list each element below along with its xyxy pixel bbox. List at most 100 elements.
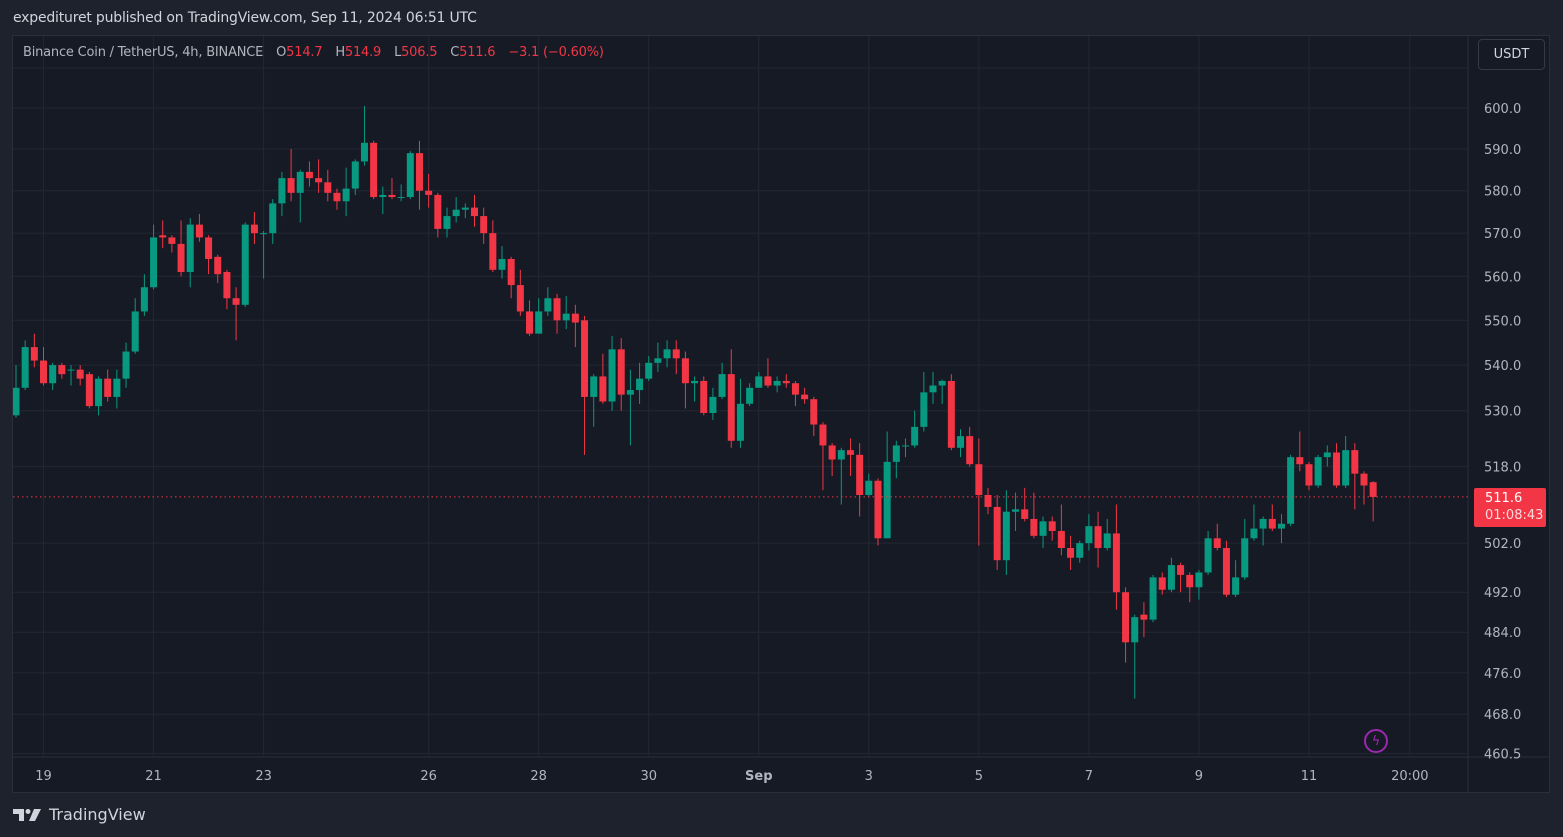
candle-body: [140, 287, 148, 312]
candle: [76, 365, 84, 386]
candle: [95, 376, 103, 416]
candle-body: [1158, 577, 1166, 590]
candle-body: [498, 258, 506, 270]
candle-body: [406, 153, 414, 198]
candle-body: [700, 380, 708, 413]
candle-body: [1140, 614, 1148, 620]
candle: [232, 287, 240, 341]
candle-body: [480, 216, 488, 234]
candle-body: [287, 178, 295, 193]
candle-body: [177, 243, 185, 272]
candle: [324, 169, 332, 202]
candle-body: [305, 171, 313, 179]
candle: [379, 186, 387, 214]
candle: [626, 369, 634, 446]
candle-body: [773, 380, 781, 386]
candle: [1076, 540, 1084, 563]
candle: [1048, 516, 1056, 541]
candle-body: [113, 378, 121, 397]
candle: [140, 274, 148, 316]
candle: [1167, 557, 1175, 593]
candle: [819, 422, 827, 491]
last-price-label: 511.6 01:08:43: [1474, 488, 1546, 527]
candle-body: [819, 424, 827, 446]
candle: [1241, 518, 1249, 580]
candle-body: [159, 235, 167, 238]
time-tick-label: 19: [35, 769, 52, 784]
time-tick-label: 3: [865, 769, 873, 784]
candle: [425, 173, 433, 208]
close-value: 511.6: [459, 45, 496, 60]
candle: [498, 246, 506, 279]
candle: [599, 353, 607, 404]
price-tick-label: 570.0: [1484, 227, 1521, 242]
candle-body: [333, 192, 341, 202]
candle-body: [278, 178, 286, 204]
candle-body: [810, 399, 818, 425]
candle: [205, 235, 213, 275]
candle-body: [626, 390, 634, 395]
candle-body: [892, 445, 900, 462]
candle-body: [608, 349, 616, 402]
candle-body: [507, 258, 515, 286]
candle-body: [718, 374, 726, 397]
candle-body: [1351, 450, 1359, 474]
candle: [489, 220, 497, 272]
candle: [195, 213, 203, 242]
candle-body: [342, 188, 350, 202]
candle: [351, 159, 359, 195]
time-tick-label: 30: [640, 769, 657, 784]
candle-body: [1369, 482, 1377, 497]
candle: [159, 220, 167, 249]
candle-body: [562, 313, 570, 321]
candle-body: [571, 313, 579, 323]
candle-body: [434, 194, 442, 229]
candle-body: [535, 311, 543, 334]
currency-button[interactable]: USDT: [1478, 39, 1545, 70]
candle-body: [920, 392, 928, 427]
time-tick-label: 11: [1301, 769, 1318, 784]
price-tick-label: 590.0: [1484, 143, 1521, 158]
price-axis[interactable]: 600.0 590.0 580.0 570.0 560.0 550.0 540.0 530.0…: [1484, 102, 1521, 763]
candle-body: [1085, 526, 1093, 544]
lightning-icon[interactable]: ϟ: [1364, 729, 1388, 753]
candle: [388, 178, 396, 200]
candle-body: [1186, 574, 1194, 588]
candle: [333, 188, 341, 210]
last-price-value: 511.6: [1485, 491, 1523, 506]
symbol-legend: Binance Coin / TetherUS, 4h, BINANCE O51…: [23, 45, 604, 60]
time-axis[interactable]: 19 21 23 26 28 30 Sep 3 5 7 9 11 20:00: [12, 757, 1468, 793]
candle: [1332, 443, 1340, 488]
candle-body: [1323, 452, 1331, 458]
candle: [846, 438, 854, 477]
candle: [929, 371, 937, 404]
candle: [452, 197, 460, 223]
candle: [113, 369, 121, 409]
candle: [131, 298, 139, 354]
candle-body: [1213, 538, 1221, 548]
candle-body: [1057, 531, 1065, 548]
candle: [122, 342, 130, 388]
price-tick-label: 560.0: [1484, 270, 1521, 285]
candle: [544, 287, 552, 316]
candle-body: [938, 380, 946, 386]
footer-brand[interactable]: TradingView: [13, 805, 146, 824]
candle-body: [1222, 547, 1230, 595]
candle: [553, 293, 561, 334]
candle: [40, 347, 48, 386]
candle-body: [663, 349, 671, 359]
chart-pane[interactable]: [12, 35, 1550, 793]
candle-body: [1241, 538, 1249, 578]
candle-body: [13, 387, 20, 416]
candle-body: [516, 285, 524, 312]
candle: [773, 376, 781, 393]
candle-body: [755, 376, 763, 388]
candle: [957, 429, 965, 458]
candle: [1296, 431, 1304, 472]
candle-body: [1195, 572, 1203, 588]
candle: [571, 304, 579, 348]
candle: [1204, 531, 1212, 575]
candle: [342, 167, 350, 217]
candle: [397, 184, 405, 202]
